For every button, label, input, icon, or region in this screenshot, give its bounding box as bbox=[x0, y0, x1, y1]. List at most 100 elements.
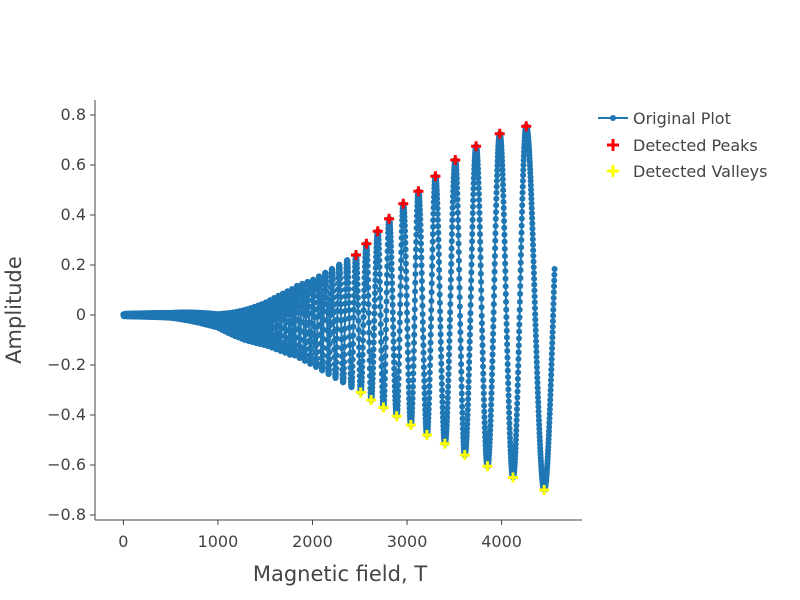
original-plot-point bbox=[436, 258, 442, 265]
original-plot-point bbox=[345, 299, 352, 306]
original-plot-point bbox=[403, 292, 410, 299]
original-plot-point bbox=[515, 369, 522, 376]
original-plot-point bbox=[492, 237, 499, 244]
original-plot-point bbox=[481, 414, 488, 421]
original-plot-point bbox=[436, 274, 443, 281]
original-plot-point bbox=[533, 338, 540, 345]
original-plot-point bbox=[359, 337, 366, 344]
legend-item-original[interactable]: Original Plot bbox=[598, 109, 731, 128]
original-plot-point bbox=[404, 309, 411, 316]
original-plot-point bbox=[535, 394, 542, 401]
original-plot-point bbox=[391, 371, 398, 378]
legend-item-valleys[interactable]: Detected Valleys bbox=[607, 162, 767, 181]
original-plot-point bbox=[326, 356, 333, 363]
original-plot-point bbox=[359, 344, 366, 351]
original-plot-point bbox=[520, 162, 527, 169]
original-plot-point bbox=[549, 345, 556, 352]
original-plot-point bbox=[475, 190, 482, 197]
peak-marker bbox=[521, 121, 532, 132]
original-plot-point bbox=[323, 294, 330, 301]
original-plot-point bbox=[358, 374, 365, 381]
original-plot-point bbox=[505, 374, 512, 380]
original-plot-point bbox=[477, 246, 484, 253]
original-plot-point bbox=[504, 354, 511, 361]
original-plot-point bbox=[390, 352, 397, 359]
peak-marker bbox=[430, 171, 441, 182]
original-plot-point bbox=[381, 382, 388, 389]
original-plot-point bbox=[445, 371, 452, 378]
original-plot-point bbox=[459, 403, 466, 410]
original-plot-point bbox=[360, 314, 367, 321]
original-plot-point bbox=[546, 415, 553, 422]
original-plot-point bbox=[549, 339, 556, 346]
original-plot-point bbox=[421, 377, 428, 384]
original-plot-point bbox=[439, 399, 446, 406]
original-plot-point bbox=[448, 238, 455, 245]
original-plot-point bbox=[383, 307, 390, 314]
original-plot-point bbox=[416, 206, 423, 213]
original-plot-point bbox=[477, 270, 484, 277]
legend-item-peaks[interactable]: Detected Peaks bbox=[607, 136, 758, 155]
original-plot-point bbox=[395, 375, 402, 382]
original-plot-point bbox=[549, 329, 556, 336]
original-plot-point bbox=[324, 327, 331, 334]
original-plot-point bbox=[488, 377, 495, 384]
original-plot-point bbox=[389, 316, 396, 323]
original-plot-point bbox=[479, 356, 486, 363]
original-plot-point bbox=[491, 252, 498, 259]
original-plot-point bbox=[466, 365, 473, 372]
original-plot-point bbox=[488, 390, 495, 397]
original-plot-point bbox=[479, 342, 486, 349]
original-plot-point bbox=[519, 208, 526, 215]
original-plot-point bbox=[479, 327, 486, 334]
original-plot-point bbox=[448, 253, 455, 260]
original-plot-point bbox=[459, 409, 466, 416]
original-plot-point bbox=[505, 380, 512, 387]
original-plot-point bbox=[449, 210, 456, 217]
original-plot-point bbox=[549, 318, 556, 325]
original-plot-point bbox=[476, 196, 483, 203]
original-plot-point bbox=[492, 230, 499, 237]
original-plot-point bbox=[354, 264, 361, 271]
original-plot-point bbox=[319, 362, 326, 369]
original-plot-point bbox=[550, 300, 557, 307]
original-plot-point bbox=[404, 341, 411, 348]
original-plot-point bbox=[492, 215, 499, 222]
original-plot-point bbox=[503, 334, 510, 341]
original-plot-point bbox=[466, 331, 473, 338]
original-plot-point bbox=[391, 359, 398, 366]
original-plot-point bbox=[350, 306, 357, 313]
original-plot-point bbox=[411, 297, 418, 304]
original-plot-point bbox=[302, 352, 309, 359]
original-plot-point bbox=[533, 348, 540, 355]
original-plot-point bbox=[437, 308, 444, 315]
valley-marker bbox=[366, 395, 377, 405]
original-plot-point bbox=[402, 253, 409, 260]
original-plot-point bbox=[465, 378, 472, 385]
original-plot-point bbox=[504, 361, 511, 368]
original-plot-point bbox=[396, 345, 403, 352]
original-plot-point bbox=[378, 338, 385, 345]
original-plot-point bbox=[480, 396, 487, 403]
original-plot-point bbox=[487, 407, 494, 414]
original-plot-point bbox=[493, 195, 500, 202]
original-plot-point bbox=[487, 422, 494, 429]
original-plot-point bbox=[517, 259, 524, 266]
original-plot-point bbox=[504, 347, 511, 354]
original-plot-point bbox=[448, 268, 455, 275]
original-plot-point bbox=[383, 280, 390, 287]
original-plot-point bbox=[313, 349, 320, 356]
original-plot-point bbox=[404, 317, 411, 324]
original-plot-point bbox=[489, 364, 496, 371]
original-plot-point bbox=[402, 233, 409, 240]
original-plot-point bbox=[308, 338, 315, 345]
original-plot-point bbox=[383, 317, 390, 324]
original-plot-point bbox=[412, 254, 419, 261]
original-plot-point bbox=[489, 344, 496, 351]
original-plot-point bbox=[481, 402, 488, 409]
original-plot-point bbox=[447, 292, 454, 299]
original-plot-point bbox=[491, 276, 498, 283]
original-plot-point bbox=[535, 408, 542, 415]
peak-marker bbox=[450, 155, 461, 165]
original-plot-point bbox=[450, 193, 457, 200]
